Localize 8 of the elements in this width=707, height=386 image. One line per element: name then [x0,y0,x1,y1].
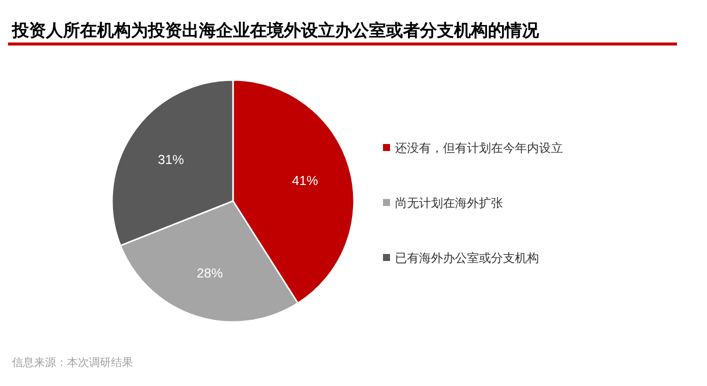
legend-label: 还没有，但有计划在今年内设立 [395,141,563,155]
legend-label: 尚无计划在海外扩张 [395,196,503,210]
legend-label: 已有海外办公室或分支机构 [395,251,539,265]
data-label: 41% [292,173,318,188]
title: 投资人所在机构为投资出海企业在境外设立办公室或者分支机构的情况 [12,21,539,40]
text: 信息来源：本次调研结果 [12,356,133,369]
data-label: 31% [158,152,184,167]
data-label: 28% [196,265,224,280]
